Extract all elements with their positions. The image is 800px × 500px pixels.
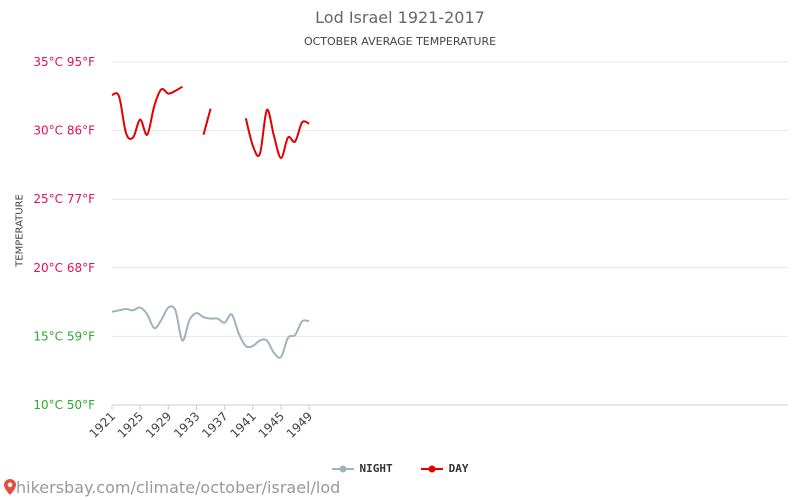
x-tick-label: 1929 bbox=[143, 409, 174, 440]
y-tick-label: 30°C 86°F bbox=[33, 124, 95, 138]
x-tick-label: 1941 bbox=[227, 409, 258, 440]
y-tick-label: 10°C 50°F bbox=[33, 398, 95, 412]
legend-label-day: DAY bbox=[448, 462, 469, 475]
x-tick-label: 1945 bbox=[256, 409, 287, 440]
x-tick-label: 1921 bbox=[87, 409, 118, 440]
chart-subtitle: OCTOBER AVERAGE TEMPERATURE bbox=[303, 35, 497, 48]
x-tick-label: 1937 bbox=[199, 409, 230, 440]
x-tick-label: 1933 bbox=[171, 409, 202, 440]
y-tick-label: 20°C 68°F bbox=[33, 261, 95, 275]
series-line-day bbox=[244, 108, 310, 160]
y-tick-label: 35°C 95°F bbox=[33, 55, 95, 69]
legend: NIGHT DAY bbox=[0, 462, 800, 475]
watermark-link[interactable]: hikersbay.com/climate/october/israel/lod bbox=[4, 478, 340, 497]
y-tick-labels: 35°C 95°F 30°C 86°F 25°C 77°F 20°C 68°F 15°C… bbox=[33, 55, 95, 412]
x-tick-label: 1925 bbox=[115, 409, 146, 440]
series-line-night bbox=[111, 305, 310, 359]
legend-label-night: NIGHT bbox=[359, 462, 393, 475]
y-axis-label: TEMPERATURE bbox=[14, 194, 26, 267]
x-tick-label: 1949 bbox=[284, 409, 315, 440]
watermark-text: hikersbay.com/climate/october/israel/lod bbox=[16, 478, 341, 497]
y-tick-label: 25°C 77°F bbox=[33, 192, 95, 206]
series-lines bbox=[111, 85, 310, 359]
legend-item-night[interactable]: NIGHT bbox=[331, 462, 393, 475]
location-pin-icon bbox=[4, 479, 16, 495]
legend-item-day[interactable]: DAY bbox=[420, 462, 469, 475]
y-tick-label: 15°C 59°F bbox=[33, 329, 95, 343]
series-line-day bbox=[202, 108, 212, 135]
legend-marker-night bbox=[331, 465, 354, 472]
legend-marker-day bbox=[420, 465, 443, 472]
grid-lines bbox=[111, 61, 788, 410]
series-line-day bbox=[111, 85, 183, 140]
chart-title: Lod Israel 1921-2017 bbox=[315, 8, 485, 27]
